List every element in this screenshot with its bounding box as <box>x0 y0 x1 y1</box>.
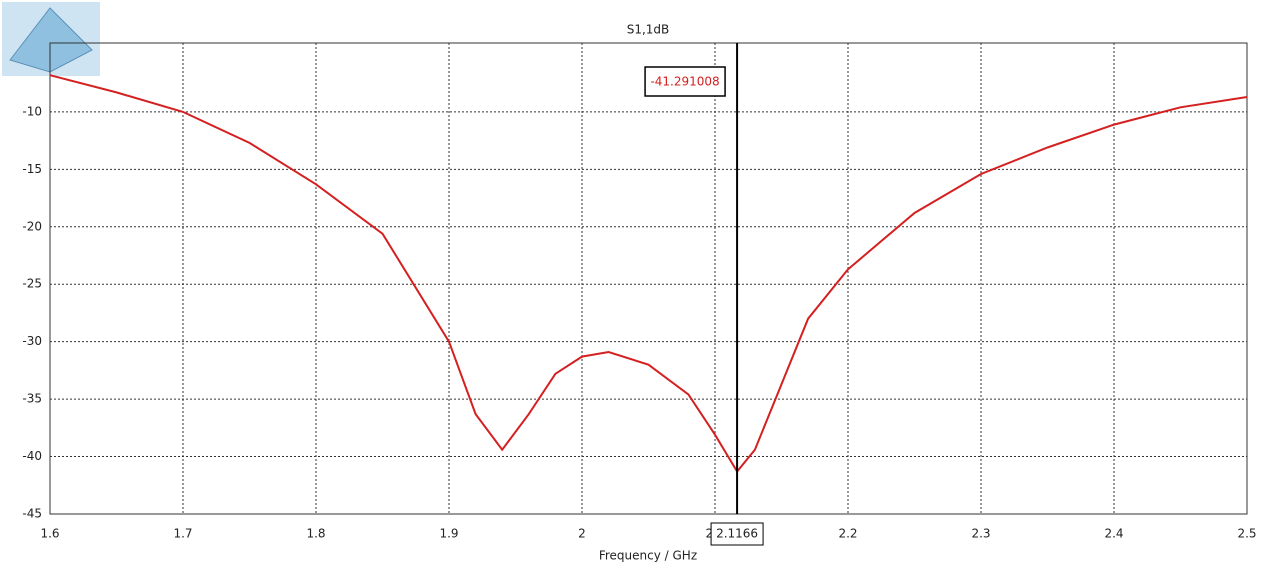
x-tick-label: 1.8 <box>306 527 325 541</box>
y-tick-label: -15 <box>22 162 42 176</box>
x-tick-label: 2.5 <box>1237 527 1256 541</box>
x-tick-label: 1.7 <box>173 527 192 541</box>
logo-shape <box>9 7 93 73</box>
x-tick-label: 1.9 <box>439 527 458 541</box>
y-tick-label: -25 <box>22 277 42 291</box>
logo <box>2 2 100 76</box>
marker-x-label: 2.1166 <box>716 527 758 541</box>
chart-title: S1,1dB <box>627 23 670 37</box>
y-tick-label: -30 <box>22 334 42 348</box>
y-tick-label: -10 <box>22 104 42 118</box>
series-line <box>49 74 1248 474</box>
x-tick-label: 2.4 <box>1104 527 1123 541</box>
x-tick-label: 2.3 <box>971 527 990 541</box>
x-tick-label: 1.6 <box>40 527 59 541</box>
x-tick-label: 2 <box>578 527 586 541</box>
y-tick-label: -35 <box>22 392 42 406</box>
y-tick-label: -20 <box>22 219 42 233</box>
x-axis-label: Frequency / GHz <box>599 549 697 563</box>
y-tick-label: -45 <box>22 507 42 521</box>
marker-x-box <box>710 522 764 546</box>
y-tick-label: -40 <box>22 449 42 463</box>
x-tick-label: 2.2 <box>838 527 857 541</box>
marker-value-label: -41.291008 <box>650 75 719 89</box>
plot-frame <box>49 42 1248 515</box>
marker-value-box <box>644 66 726 97</box>
